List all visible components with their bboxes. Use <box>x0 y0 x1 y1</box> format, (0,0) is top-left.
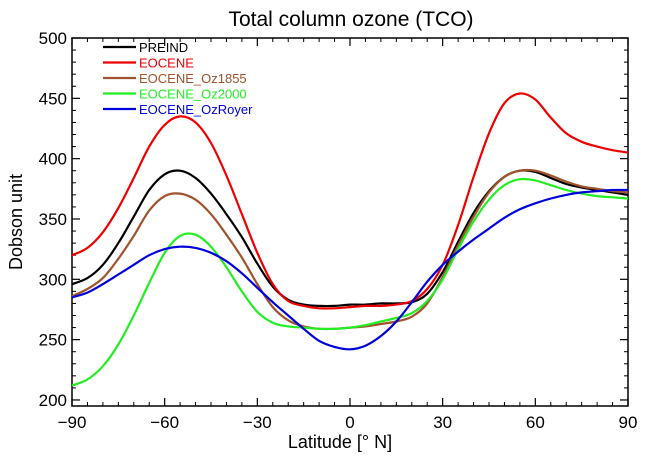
series-line-eocene-oz2000 <box>71 177 629 387</box>
legend-label-eocene-oz2000: EOCENE_Oz2000 <box>139 87 247 102</box>
series-line-eocene <box>71 92 629 310</box>
legend-label-eocene-ozroyer: EOCENE_OzRoyer <box>139 102 253 117</box>
y-tick-label: 250 <box>39 331 67 350</box>
x-tick-label: 60 <box>526 413 545 432</box>
legend-label-eocene: EOCENE <box>139 56 194 71</box>
legend: PREINDEOCENEEOCENE_Oz1855EOCENE_Oz2000EO… <box>103 40 253 117</box>
x-tick-label: 90 <box>619 413 638 432</box>
axis-ticks: −90 −60 −30 0 30 60 90 200 250 300 350 400 450 500 <box>39 29 638 432</box>
chart-title: Total column ozone (TCO) <box>228 8 473 31</box>
y-tick-label: 350 <box>39 210 67 229</box>
x-tick-label: 0 <box>345 413 354 432</box>
legend-label-eocene-oz1855: EOCENE_Oz1855 <box>139 71 247 86</box>
series-line-preind <box>71 169 629 308</box>
y-tick-label: 450 <box>39 89 67 108</box>
y-axis-title: Dobson unit <box>6 174 26 270</box>
x-tick-label: −90 <box>58 413 87 432</box>
x-tick-label: −60 <box>150 413 179 432</box>
y-tick-label: 400 <box>39 150 67 169</box>
y-tick-label: 300 <box>39 270 67 289</box>
series-lines <box>71 92 629 387</box>
x-tick-label: −30 <box>243 413 272 432</box>
series-line-eocene-ozroyer <box>71 188 629 351</box>
x-axis-title: Latitude [° N] <box>288 432 392 452</box>
y-tick-label: 500 <box>39 29 67 48</box>
y-tick-label: 200 <box>39 391 67 410</box>
legend-label-preind: PREIND <box>139 40 188 55</box>
x-tick-label: 30 <box>433 413 452 432</box>
